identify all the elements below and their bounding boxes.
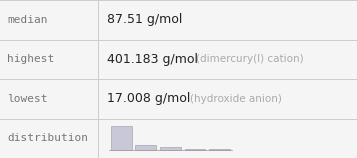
Bar [111,126,131,150]
Text: lowest: lowest [7,94,47,104]
Bar [136,145,156,150]
Text: 17.008 g/mol: 17.008 g/mol [107,92,191,105]
Bar [160,147,181,150]
Text: median: median [7,15,47,25]
Text: highest: highest [7,54,54,64]
Bar [185,149,205,150]
Text: 401.183 g/mol: 401.183 g/mol [107,53,198,66]
Text: (dimercury(I) cation): (dimercury(I) cation) [196,54,303,64]
Bar [210,149,230,150]
Text: (hydroxide anion): (hydroxide anion) [190,94,281,104]
Text: distribution: distribution [7,133,88,143]
Text: 87.51 g/mol: 87.51 g/mol [107,13,182,26]
